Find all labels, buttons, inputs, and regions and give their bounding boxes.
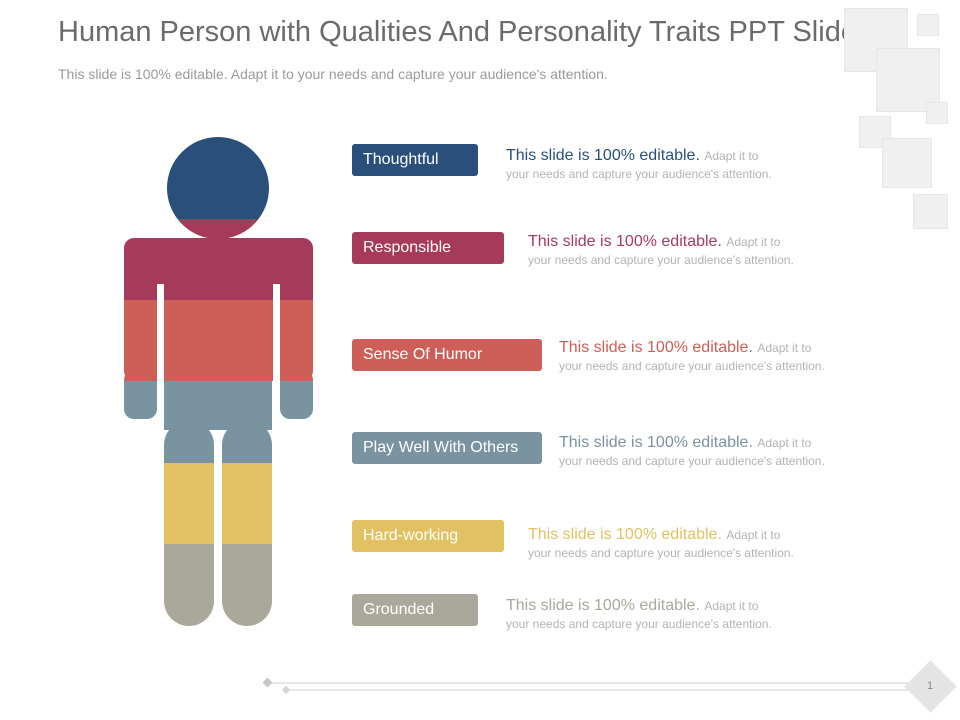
description-line2: your needs and capture your audience's a…	[528, 253, 794, 267]
figure-torso-band	[124, 300, 313, 381]
description-line2: your needs and capture your audience's a…	[506, 617, 772, 631]
trait-label-grounded: Grounded	[352, 594, 478, 626]
description-lead: This slide is 100% editable.	[506, 147, 700, 164]
trait-description: This slide is 100% editable. Adapt it to…	[528, 233, 848, 267]
deco-square	[917, 14, 939, 36]
deco-square	[876, 48, 940, 112]
trait-label-play-well-with-others: Play Well With Others	[352, 432, 542, 464]
description-lead: This slide is 100% editable.	[559, 434, 753, 451]
description-rest: Adapt it to	[704, 599, 759, 613]
trait-label-responsible: Responsible	[352, 232, 504, 264]
trait-description: This slide is 100% editable. Adapt it to…	[559, 339, 879, 373]
description-rest: Adapt it to	[726, 235, 781, 249]
description-line2: your needs and capture your audience's a…	[506, 167, 772, 181]
trait-description: This slide is 100% editable. Adapt it to…	[506, 597, 826, 631]
description-line2: your needs and capture your audience's a…	[528, 546, 794, 560]
description-rest: Adapt it to	[757, 341, 812, 355]
description-lead: This slide is 100% editable.	[506, 597, 700, 614]
page-number: 1	[926, 680, 934, 692]
description-lead: This slide is 100% editable.	[528, 233, 722, 250]
trait-label-sense-of-humor: Sense Of Humor	[352, 339, 542, 371]
description-rest: Adapt it to	[757, 436, 812, 450]
figure-arm-gap	[157, 284, 164, 424]
deco-square	[882, 138, 932, 188]
description-rest: Adapt it to	[704, 149, 759, 163]
description-line2: your needs and capture your audience's a…	[559, 359, 825, 373]
trait-description: This slide is 100% editable. Adapt it to…	[528, 526, 848, 560]
description-lead: This slide is 100% editable.	[528, 526, 722, 543]
trait-label-thoughtful: Thoughtful	[352, 144, 478, 176]
deco-square	[926, 102, 948, 124]
trait-description: This slide is 100% editable. Adapt it to…	[559, 434, 879, 468]
figure-arm-gap	[273, 284, 280, 424]
description-line2: your needs and capture your audience's a…	[559, 454, 825, 468]
human-figure-illustration	[124, 137, 313, 626]
description-lead: This slide is 100% editable.	[559, 339, 753, 356]
slide-subtitle: This slide is 100% editable. Adapt it to…	[58, 66, 608, 82]
slide-title: Human Person with Qualities And Personal…	[58, 16, 857, 48]
trait-label-hard-working: Hard-working	[352, 520, 504, 552]
deco-square	[913, 194, 948, 229]
deco-square	[859, 116, 891, 148]
trait-description: This slide is 100% editable. Adapt it to…	[506, 147, 826, 181]
description-rest: Adapt it to	[726, 528, 781, 542]
